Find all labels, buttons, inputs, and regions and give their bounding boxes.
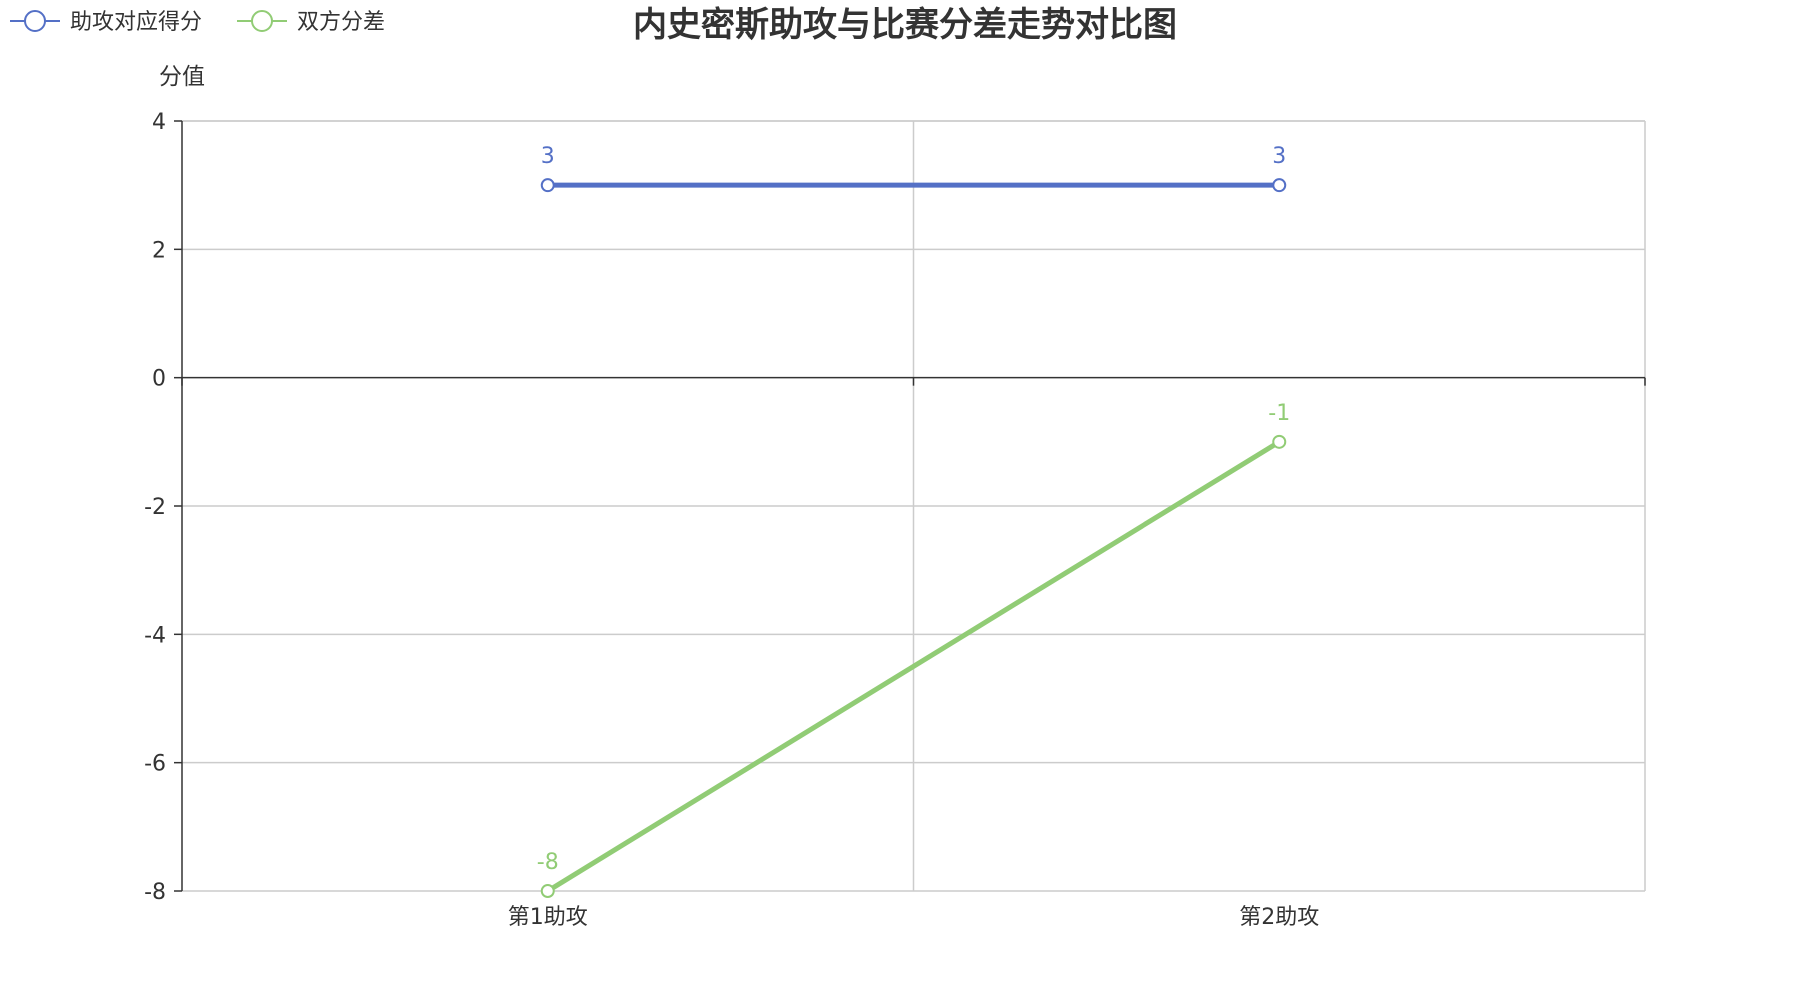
y-tick-label-6: -8: [144, 880, 166, 905]
x-tick-label-0: 第1助攻: [508, 905, 588, 930]
y-axis-name: 分值: [159, 64, 205, 90]
legend-item-1[interactable]: 双方分差: [237, 10, 385, 35]
x-tick-label-1: 第2助攻: [1239, 905, 1319, 930]
data-label-1-1: -1: [1268, 401, 1290, 426]
y-tick-label-0: 4: [152, 110, 166, 135]
y-tick-label-2: 0: [152, 367, 166, 392]
y-tick-label-4: -4: [144, 623, 166, 648]
data-label-0-0: 3: [541, 144, 555, 169]
chart-title: 内史密斯助攻与比赛分差走势对比图: [633, 5, 1177, 45]
legend-label-1: 双方分差: [297, 10, 385, 35]
legend[interactable]: 助攻对应得分 双方分差: [10, 10, 385, 35]
y-tick-label-1: 2: [152, 238, 166, 263]
legend-label-0: 助攻对应得分: [70, 10, 202, 35]
legend-marker-0: [24, 10, 46, 32]
legend-marker-1: [251, 10, 273, 32]
point-0-1: [1272, 178, 1287, 193]
data-label-1-0: -8: [537, 850, 559, 875]
series-line-1: [546, 439, 1281, 894]
data-label-0-1: 3: [1272, 144, 1286, 169]
legend-item-0[interactable]: 助攻对应得分: [10, 10, 202, 35]
y-tick-label-5: -6: [144, 752, 166, 777]
y-tick-label-3: -2: [144, 495, 166, 520]
point-0-0: [540, 178, 555, 193]
point-1-1: [1272, 434, 1287, 449]
point-1-0: [540, 884, 555, 898]
plot-area: 4 2 0 -2 -4 -6 -8 第1助攻 第2助攻 3 3 -8 -1: [144, 110, 1646, 930]
